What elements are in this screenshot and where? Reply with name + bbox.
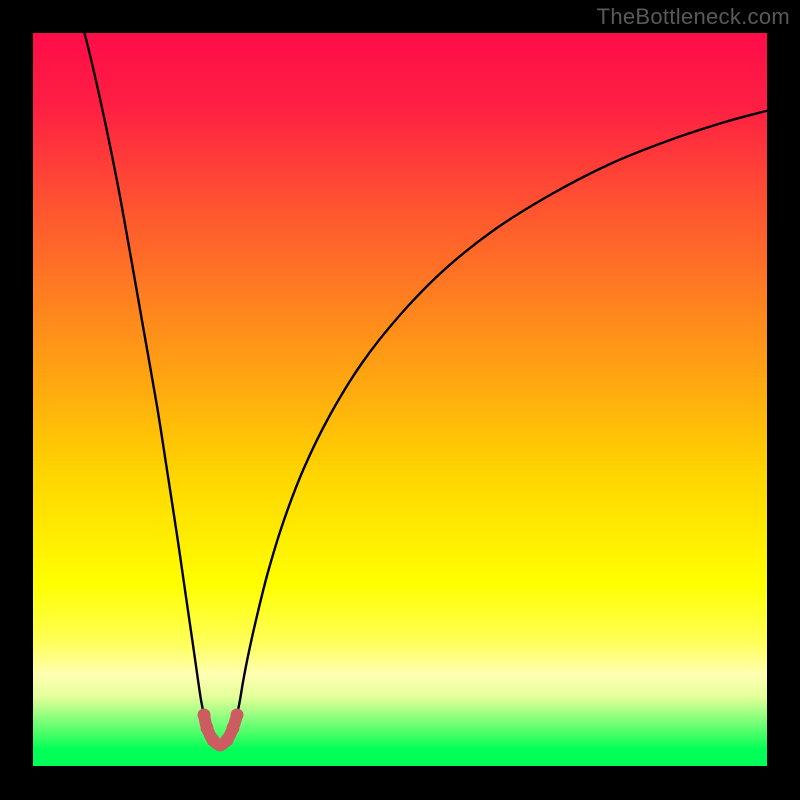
optimal-zone-dot: [227, 722, 240, 735]
optimal-zone-dot: [231, 709, 244, 722]
curve-left-branch: [76, 0, 204, 715]
curve-right-branch: [237, 111, 766, 715]
curve-overlay: [33, 33, 767, 766]
optimal-zone-dot: [198, 709, 211, 722]
watermark-text: TheBottleneck.com: [597, 4, 790, 30]
bottleneck-chart: [33, 33, 767, 766]
optimal-zone-dot: [221, 734, 234, 747]
optimal-zone-dot: [201, 722, 214, 735]
